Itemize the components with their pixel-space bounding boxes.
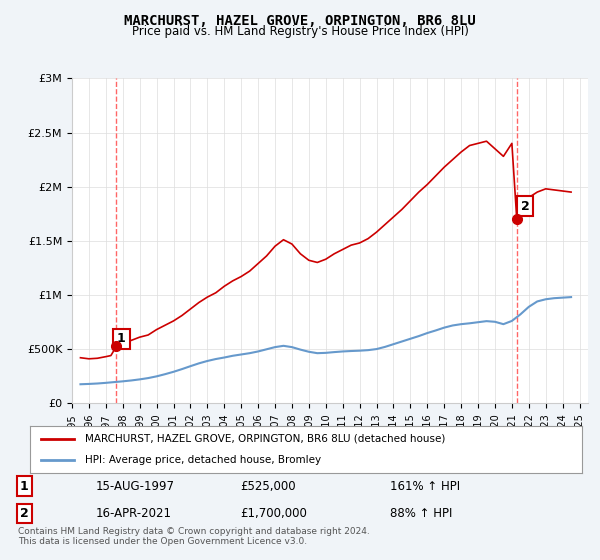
Text: 16-APR-2021: 16-APR-2021 bbox=[96, 507, 172, 520]
Text: £525,000: £525,000 bbox=[240, 479, 296, 493]
Text: 1: 1 bbox=[117, 332, 126, 346]
Text: 15-AUG-1997: 15-AUG-1997 bbox=[96, 479, 175, 493]
Text: Price paid vs. HM Land Registry's House Price Index (HPI): Price paid vs. HM Land Registry's House … bbox=[131, 25, 469, 38]
Text: HPI: Average price, detached house, Bromley: HPI: Average price, detached house, Brom… bbox=[85, 455, 322, 465]
Text: MARCHURST, HAZEL GROVE, ORPINGTON, BR6 8LU: MARCHURST, HAZEL GROVE, ORPINGTON, BR6 8… bbox=[124, 14, 476, 28]
Text: £1,700,000: £1,700,000 bbox=[240, 507, 307, 520]
Text: 88% ↑ HPI: 88% ↑ HPI bbox=[390, 507, 452, 520]
Text: 1: 1 bbox=[20, 479, 28, 493]
Text: 2: 2 bbox=[20, 507, 28, 520]
Text: 161% ↑ HPI: 161% ↑ HPI bbox=[390, 479, 460, 493]
Text: MARCHURST, HAZEL GROVE, ORPINGTON, BR6 8LU (detached house): MARCHURST, HAZEL GROVE, ORPINGTON, BR6 8… bbox=[85, 434, 446, 444]
Text: Contains HM Land Registry data © Crown copyright and database right 2024.
This d: Contains HM Land Registry data © Crown c… bbox=[18, 526, 370, 546]
Text: 2: 2 bbox=[521, 200, 530, 213]
